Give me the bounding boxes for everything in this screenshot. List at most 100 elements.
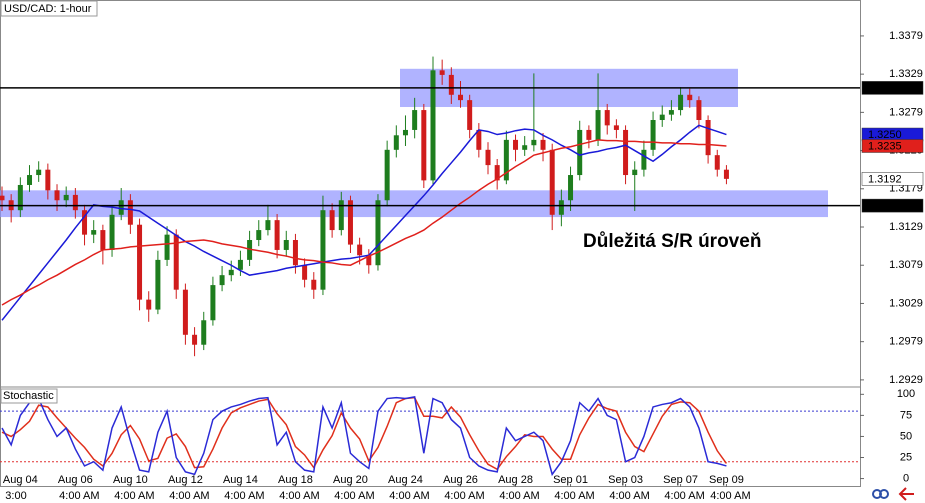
candle-body: [558, 200, 564, 215]
indicator-title-box: [0, 388, 58, 404]
candle-body: [91, 230, 97, 235]
candle-body: [283, 240, 289, 250]
candle-body: [320, 210, 326, 290]
level-box: [861, 81, 924, 95]
chart-title: USD/CAD: 1-hour: [4, 3, 92, 15]
x-time-label: 3:00: [5, 490, 26, 502]
candle-body: [623, 129, 629, 176]
candle-body: [485, 149, 491, 166]
level-box: [861, 198, 924, 213]
candle-body: [164, 234, 170, 260]
candle-body: [17, 184, 23, 211]
ma-end-label: 1.3250: [868, 129, 902, 141]
candle-body: [366, 255, 372, 266]
link-icon-b[interactable]: [879, 489, 889, 499]
candle-body: [549, 149, 555, 215]
stoch-tick-label: 50: [900, 430, 912, 442]
x-tick-label: Sep 01: [553, 474, 588, 486]
candle-body: [513, 139, 519, 150]
candle-body: [476, 129, 482, 150]
back-icon[interactable]: [898, 487, 914, 501]
candle-body: [494, 165, 500, 181]
x-tick-label: Sep 07: [663, 474, 698, 486]
x-time-label: 4:00 AM: [554, 490, 594, 502]
candle-body: [503, 139, 509, 181]
candle-body: [522, 145, 528, 150]
candle-body: [146, 299, 152, 310]
candle-body: [632, 169, 638, 176]
title-box: [0, 0, 98, 17]
candle-body: [219, 275, 225, 286]
candle-body: [45, 169, 51, 191]
x-time-label: 4:00 AM: [710, 490, 750, 502]
candle-body: [540, 139, 546, 150]
candle-body: [201, 320, 207, 345]
candle-body: [256, 230, 262, 241]
candle-body: [127, 200, 133, 225]
x-time-label: 4:00 AM: [224, 490, 264, 502]
ma-end-label: 1.3235: [868, 140, 902, 152]
x-time-label: 4:00 AM: [114, 490, 154, 502]
x-time-label: 4:00 AM: [499, 490, 539, 502]
candle-body: [650, 120, 656, 150]
candle-body: [613, 125, 619, 130]
candle-body: [402, 129, 408, 136]
sr-zone: [0, 190, 828, 218]
candle-body: [329, 210, 335, 231]
y-tick-label: 1.3129: [889, 221, 923, 233]
candle-body: [586, 129, 592, 140]
candle-body: [237, 259, 243, 270]
x-time-label: 4:00 AM: [279, 490, 319, 502]
x-tick-label: Sep 09: [709, 474, 744, 486]
x-tick-label: Aug 18: [278, 474, 313, 486]
x-time-label: 4:00 AM: [334, 490, 374, 502]
candle-body: [412, 110, 418, 130]
candle-body: [595, 110, 601, 140]
candle-body: [118, 200, 124, 215]
candle-body: [274, 220, 280, 250]
x-tick-label: Aug 20: [333, 474, 368, 486]
x-tick-label: Aug 04: [3, 474, 38, 486]
y-tick-label: 1.2979: [889, 336, 923, 348]
candle-body: [72, 194, 78, 211]
candle-body: [137, 224, 143, 300]
candle-body: [155, 259, 161, 310]
x-time-label: 4:00 AM: [389, 490, 429, 502]
x-time-label: 4:00 AM: [444, 490, 484, 502]
candle-body: [439, 70, 445, 75]
moving-average: [1, 139, 727, 306]
candle-body: [100, 230, 106, 250]
candle-body: [27, 175, 33, 185]
candle-body: [347, 200, 353, 245]
candle-body: [36, 169, 42, 176]
level-label: 1.3311: [868, 82, 901, 94]
stoch-k: [1, 395, 727, 477]
candle-body: [182, 289, 188, 335]
candle-body: [302, 265, 308, 280]
candle-body: [0, 195, 5, 201]
y-tick-label: 1.3329: [889, 68, 923, 80]
candle-body: [696, 100, 702, 121]
candle-body: [531, 139, 537, 146]
candle-body: [292, 240, 298, 266]
candle-body: [384, 149, 390, 201]
last-close-label: 1.3192: [868, 173, 902, 185]
toolbar-icons[interactable]: [872, 487, 914, 501]
y-tick-label: 1.3029: [889, 297, 923, 309]
candle-body: [393, 135, 399, 150]
y-tick-label: 1.2929: [889, 374, 923, 386]
stoch-tick-label: 0: [903, 472, 909, 484]
candle-body: [357, 244, 363, 256]
candle-body: [192, 334, 198, 345]
last-close-box: [861, 172, 924, 186]
candle-body: [109, 214, 115, 250]
x-tick-label: Sep 03: [608, 474, 643, 486]
stoch-tick-label: 75: [900, 409, 912, 421]
layer: 1.2929 1.2979 1.3029 1.3079 1.3129 1.3179 1.32…: [0, 30, 924, 502]
x-tick-label: Aug 26: [443, 474, 478, 486]
candle-body: [375, 200, 381, 266]
x-tick-label: Aug 12: [168, 474, 203, 486]
stoch-tick-label: 25: [900, 451, 912, 463]
candle-body: [448, 74, 454, 95]
